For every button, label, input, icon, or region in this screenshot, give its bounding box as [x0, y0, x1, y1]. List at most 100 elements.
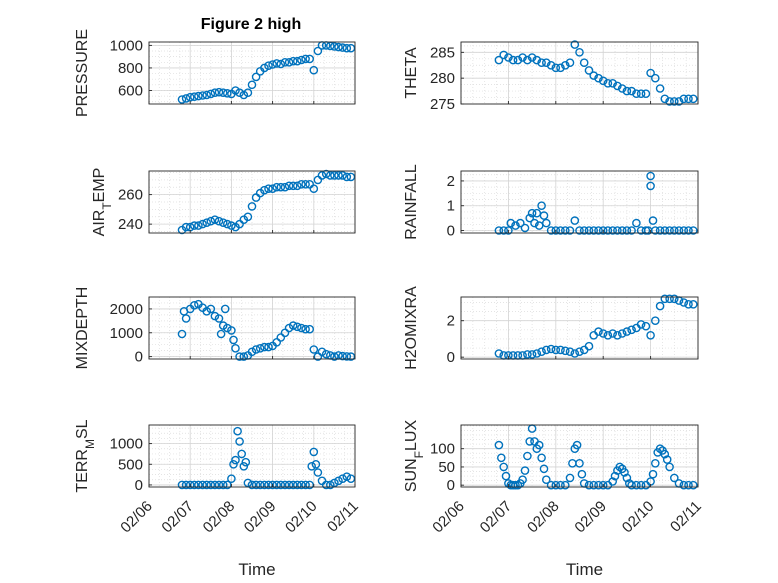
x-tick-label: 02/11 [667, 498, 705, 536]
data-point [284, 181, 294, 191]
data-point [494, 55, 504, 65]
data-point [264, 342, 273, 352]
data-point [214, 216, 224, 226]
y-tick-label: 1000 [110, 37, 143, 54]
y-axis-label-rest: EMP [91, 168, 108, 203]
data-point [309, 65, 319, 75]
data-point [641, 89, 651, 98]
data-point [648, 216, 658, 225]
data-point [527, 53, 537, 62]
data-point [655, 84, 665, 93]
y-tick-label: 0 [135, 477, 143, 494]
data-point [198, 480, 207, 490]
data-point [594, 73, 603, 83]
y-tick-label: 800 [118, 60, 143, 77]
y-axis-label-rest: LUX [403, 420, 420, 451]
data-point [210, 215, 220, 224]
data-point [181, 480, 191, 490]
data-point [689, 94, 698, 104]
data-point [615, 462, 625, 472]
y-axis-label: RAINFALL [403, 164, 420, 240]
y-tick-label: 2 [447, 173, 455, 190]
data-point [684, 226, 693, 235]
data-point [247, 347, 257, 357]
data-point [617, 84, 627, 93]
data-point [268, 480, 277, 490]
data-point [546, 226, 556, 235]
data-point [506, 218, 516, 228]
x-axis-label: Time [238, 560, 275, 579]
data-point [670, 226, 679, 235]
y-axis-label-main: TERR [74, 449, 91, 493]
data-point [655, 301, 665, 311]
data-point [608, 329, 618, 338]
data-point [239, 90, 249, 100]
data-point [247, 80, 257, 90]
data-point [665, 294, 674, 304]
data-point [620, 468, 629, 477]
y-tick-label: 0 [135, 349, 143, 366]
data-point [301, 179, 310, 189]
axes-box [460, 41, 699, 105]
data-point [511, 221, 520, 230]
data-point [177, 95, 187, 104]
y-tick-label: 2000 [110, 301, 143, 318]
x-tick-label: 02/11 [324, 498, 362, 536]
data-point [518, 53, 527, 62]
y-tick-label: 1000 [110, 436, 143, 453]
data-point [603, 226, 613, 235]
data-point [525, 213, 535, 223]
data-point [222, 480, 232, 490]
data-point [561, 226, 570, 235]
y-axis-label-main: PRESSURE [74, 29, 91, 117]
data-point [206, 89, 216, 99]
y-axis-label: THETA [403, 47, 420, 99]
x-tick-label: 02/10 [619, 498, 658, 537]
data-point [551, 63, 561, 73]
data-point [241, 457, 251, 467]
data-point [537, 453, 546, 463]
data-point [561, 480, 570, 490]
data-point [227, 474, 236, 484]
data-point [584, 480, 594, 490]
data-point [537, 347, 546, 357]
data-point [527, 350, 537, 359]
data-point [338, 43, 347, 52]
data-point [577, 469, 587, 479]
data-point [561, 346, 570, 356]
x-tick-label: 02/09 [241, 498, 280, 537]
data-point [565, 473, 575, 483]
data-point [202, 480, 211, 490]
data-point [235, 437, 244, 446]
data-point [198, 91, 207, 100]
data-point [307, 461, 317, 471]
data-point [499, 462, 509, 472]
data-point [608, 226, 618, 235]
data-point [346, 352, 356, 361]
y-axis-label: AIRTEMP [91, 168, 114, 237]
data-point [689, 480, 698, 490]
data-point [194, 221, 203, 230]
data-point [317, 347, 327, 357]
data-point [499, 50, 509, 60]
data-point [651, 458, 660, 468]
data-point [617, 329, 627, 338]
data-point [527, 208, 537, 218]
data-point [689, 299, 698, 309]
data-point [665, 97, 674, 106]
data-point [542, 345, 551, 355]
data-point [570, 40, 580, 49]
data-point [284, 58, 294, 67]
data-point [632, 89, 641, 98]
subplot-5: 0 1000 2000 MIXDEPTH [74, 287, 356, 369]
data-point [214, 480, 224, 490]
data-point [532, 55, 542, 65]
data-point [194, 91, 203, 101]
data-point [206, 216, 216, 226]
data-point [508, 55, 518, 65]
data-point [264, 61, 273, 70]
data-point [330, 352, 339, 361]
data-point [214, 87, 224, 97]
data-point [251, 480, 261, 490]
data-point [584, 66, 594, 75]
